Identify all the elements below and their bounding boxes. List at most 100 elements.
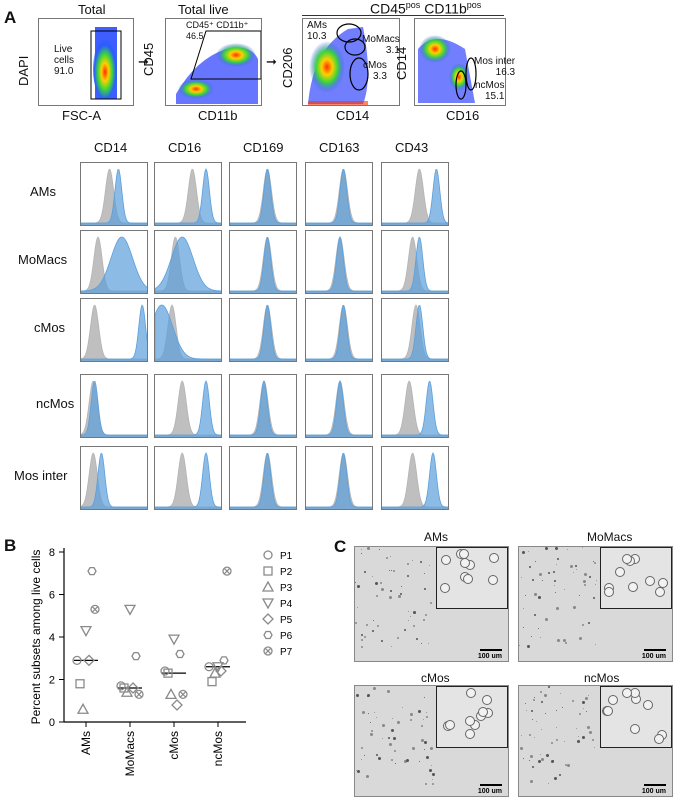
data-point: [134, 689, 144, 700]
cell-speck: [587, 726, 590, 729]
legend-marker-cross: [264, 647, 272, 655]
cell-speck: [562, 707, 563, 708]
cell-speck: [570, 565, 573, 568]
histogram-cell: [80, 230, 148, 294]
legend-label: P4: [280, 599, 293, 610]
scale-bar: [480, 784, 502, 786]
cell-speck: [413, 611, 416, 614]
flow-group-title-sup2: pos: [466, 0, 482, 10]
cell-speck: [376, 717, 377, 718]
y-tick-label: 0: [49, 717, 55, 729]
inset-cell: [482, 695, 492, 705]
flow-group-title-part2: CD11b: [420, 0, 467, 17]
micrograph-cmos-inset: [436, 686, 508, 748]
cell-speck: [523, 608, 524, 609]
cell-speck: [576, 728, 577, 729]
cell-speck: [389, 596, 392, 599]
cell-speck: [432, 779, 433, 780]
cell-speck: [521, 735, 522, 736]
gate-ncmos-value: 15.1: [484, 91, 505, 102]
cell-speck: [559, 774, 561, 776]
data-point-cross: [179, 691, 187, 698]
cell-speck: [421, 725, 423, 727]
cell-speck: [582, 624, 584, 626]
cell-speck: [535, 561, 536, 562]
y-tick-label: 4: [49, 632, 55, 644]
data-point: [163, 668, 173, 678]
cell-speck: [362, 711, 365, 714]
histogram-cell: [381, 446, 449, 510]
cell-speck: [424, 749, 425, 750]
data-point: [120, 685, 134, 697]
cell-speck: [529, 734, 531, 736]
cell-speck: [429, 769, 432, 772]
stain-peak: [306, 235, 372, 293]
stain-peak: [230, 168, 296, 225]
data-point: [75, 679, 85, 689]
x-tick-label: AMs: [79, 731, 93, 755]
cell-speck: [423, 719, 424, 720]
cell-speck: [575, 565, 577, 567]
cell-speck: [573, 572, 574, 573]
histogram-cell: [229, 230, 297, 294]
cell-speck: [532, 719, 533, 720]
cell-speck: [361, 634, 363, 636]
cell-speck: [530, 755, 533, 758]
cell-speck: [520, 747, 523, 750]
data-point: [123, 604, 137, 616]
cell-speck: [372, 576, 373, 577]
cell-speck: [556, 710, 557, 711]
cell-speck: [540, 754, 541, 755]
cell-speck: [542, 580, 543, 581]
cell-speck: [361, 639, 363, 641]
cell-speck: [389, 743, 392, 746]
cell-speck: [386, 557, 388, 559]
cell-speck: [361, 646, 363, 648]
hist-row-label: AMs: [30, 184, 56, 199]
cell-speck: [572, 700, 574, 702]
cell-speck: [364, 571, 366, 573]
cell-speck: [593, 597, 595, 599]
histogram-cell: [381, 298, 449, 362]
cell-speck: [404, 760, 407, 763]
cell-speck: [395, 763, 396, 764]
data-point: [116, 681, 126, 691]
cell-speck: [373, 620, 374, 621]
data-point: [207, 676, 217, 687]
data-point: [90, 604, 100, 615]
histogram-cell: [229, 374, 297, 438]
flow-plot3: [302, 18, 400, 106]
hist-col-header: CD169: [243, 140, 284, 155]
cell-speck: [397, 637, 399, 639]
gate-momacs-value: 3.1: [385, 45, 400, 56]
flow-plot4-gate-ncmos: ncMos 15.1: [475, 80, 504, 102]
cell-speck: [527, 645, 530, 648]
cell-speck: [546, 754, 549, 757]
stain-peak: [155, 379, 221, 437]
cell-speck: [412, 560, 413, 561]
flow-plot1-xlabel: FSC-A: [62, 108, 101, 123]
histogram-grid: CD14 CD16 CD169 CD163 CD43 AMs MoMacs cMos ncMos…: [14, 140, 449, 510]
inset-cell: [604, 587, 614, 597]
inset-cell: [465, 729, 475, 739]
stain-peak: [382, 236, 448, 293]
cell-speck: [540, 637, 541, 638]
cell-speck: [408, 620, 409, 621]
cell-speck: [391, 759, 393, 761]
cell-speck: [551, 742, 553, 744]
micrograph-ams-title: AMs: [424, 530, 448, 544]
data-point: [219, 656, 229, 665]
flow-plot3-gate-ams: AMs 10.3: [307, 20, 327, 42]
cell-speck: [391, 729, 394, 732]
flow-group-title: CD45pos CD11bpos: [370, 0, 481, 17]
control-peak: [382, 380, 448, 437]
data-point: [83, 654, 95, 667]
scale-bar: [644, 784, 666, 786]
cell-speck: [596, 580, 597, 581]
scale-bar: [644, 649, 666, 651]
data-point: [204, 662, 214, 672]
cell-speck: [545, 547, 548, 550]
cell-speck: [432, 783, 434, 785]
cell-speck: [529, 566, 531, 568]
data-point: [79, 625, 93, 637]
